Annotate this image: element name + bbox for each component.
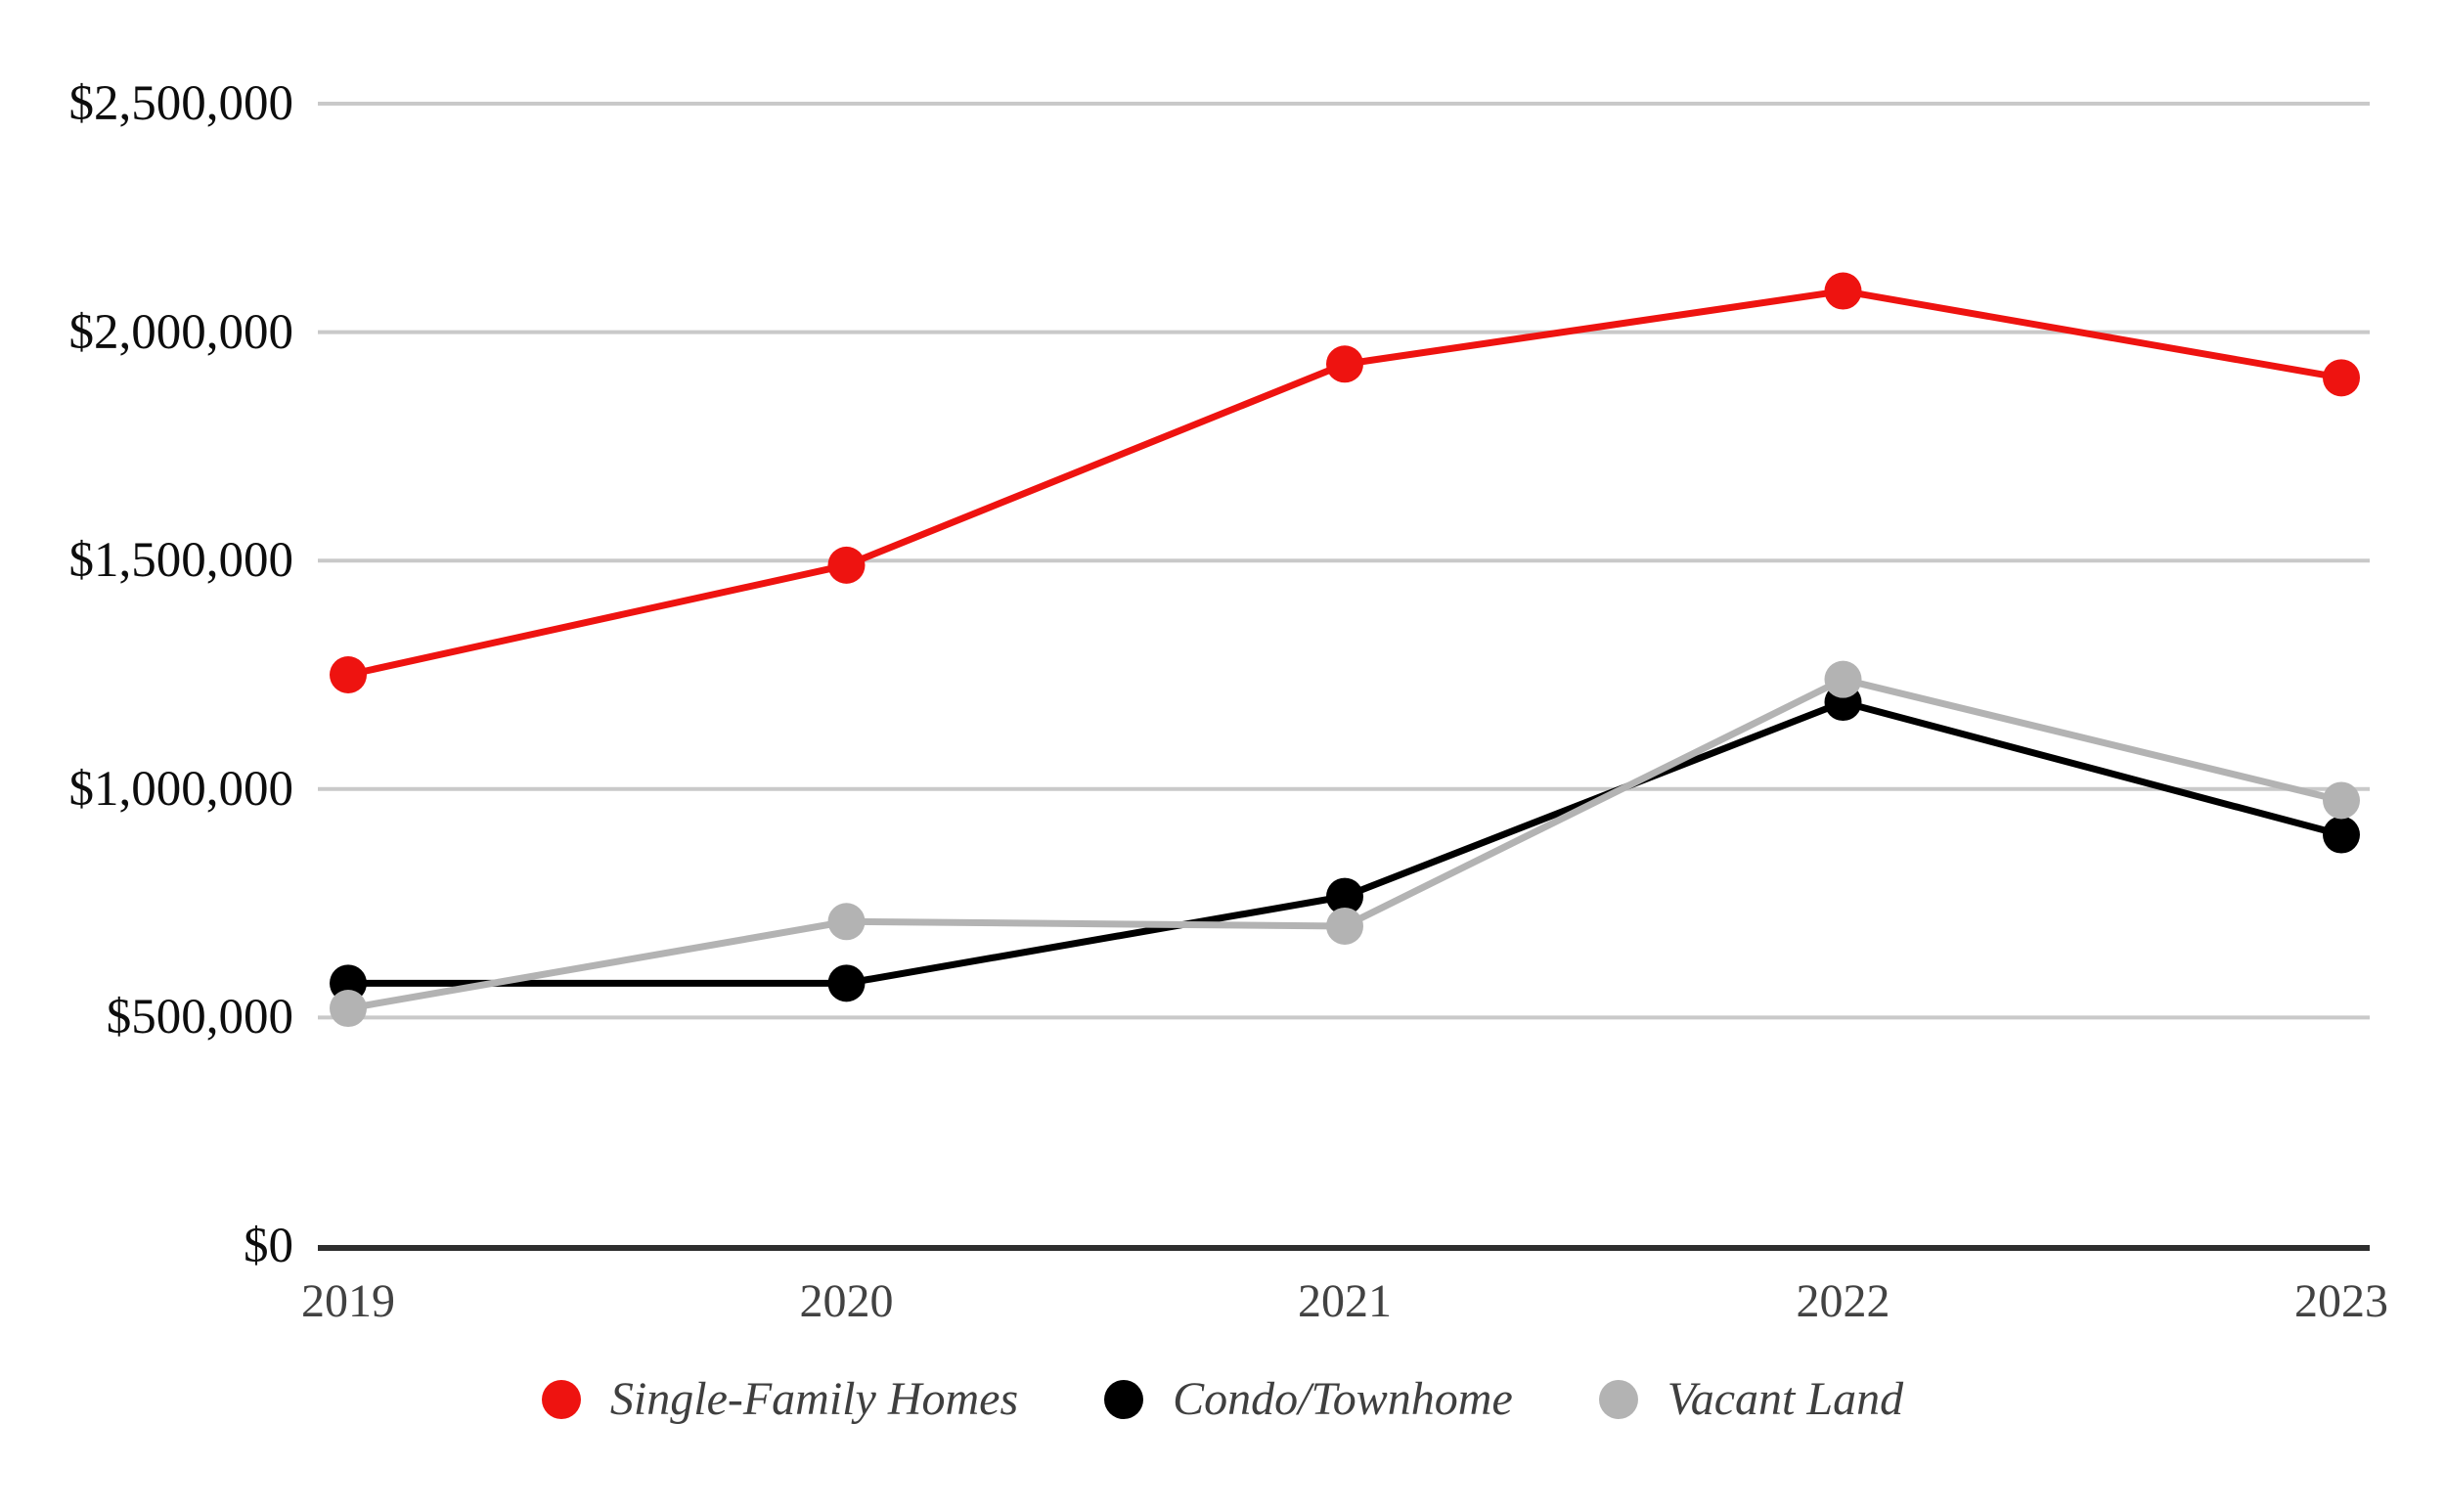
legend-label: Condo/Townhome <box>1173 1373 1513 1425</box>
data-point <box>1326 907 1363 945</box>
data-point <box>2323 359 2360 397</box>
legend-marker-circle-icon <box>1598 1379 1638 1419</box>
legend-label: Single-Family Homes <box>609 1373 1019 1425</box>
y-tick-label: $2,500,000 <box>68 76 294 131</box>
x-tick-label: 2020 <box>799 1275 894 1327</box>
legend-marker-circle-icon <box>1104 1379 1144 1419</box>
y-tick-label: $1,000,000 <box>68 761 294 817</box>
y-tick-label: $0 <box>244 1219 293 1273</box>
data-point <box>827 964 866 1002</box>
data-point <box>2323 816 2360 854</box>
x-tick-label: 2022 <box>1796 1275 1890 1327</box>
data-point <box>330 990 367 1028</box>
x-tick-label: 2023 <box>2294 1275 2388 1327</box>
data-point <box>827 903 866 941</box>
x-tick-label: 2019 <box>301 1275 395 1327</box>
data-point <box>1824 272 1862 310</box>
data-point <box>330 656 367 693</box>
data-point <box>1824 660 1862 698</box>
y-tick-label: $500,000 <box>106 990 293 1045</box>
legend-item: Condo/Townhome <box>1104 1372 1513 1426</box>
data-point <box>2323 781 2360 820</box>
legend-item: Vacant Land <box>1598 1372 1904 1426</box>
series-line-2 <box>344 675 2345 1012</box>
x-tick-label: 2021 <box>1298 1275 1392 1327</box>
data-point <box>827 546 866 584</box>
y-tick-label: $2,000,000 <box>68 304 294 360</box>
data-point <box>1326 877 1363 915</box>
data-point <box>1326 345 1363 383</box>
legend-marker-circle-icon <box>541 1379 581 1419</box>
legend-item: Single-Family Homes <box>541 1372 1019 1426</box>
y-tick-label: $1,500,000 <box>68 533 294 589</box>
legend-label: Vacant Land <box>1667 1373 1904 1425</box>
chart-legend: Single-Family Homes Condo/Townhome Vacant … <box>0 1372 2445 1426</box>
